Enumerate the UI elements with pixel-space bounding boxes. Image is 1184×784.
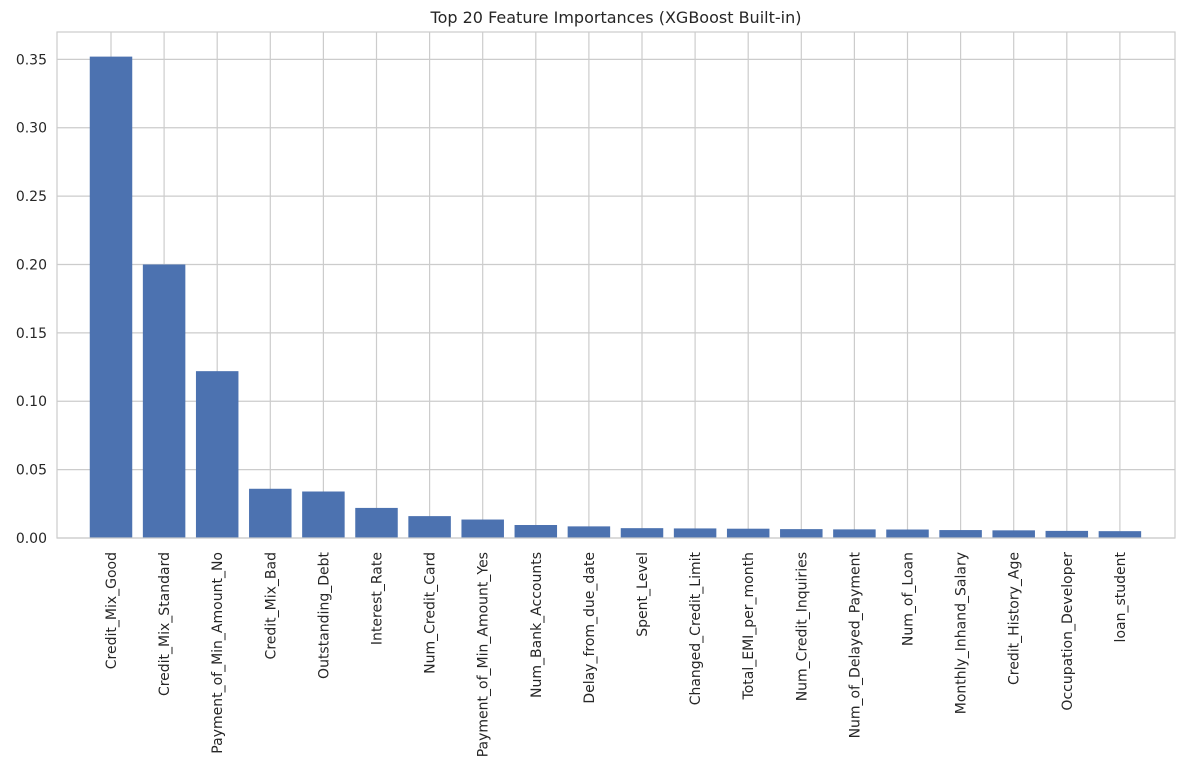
x-tick-label: Num_Bank_Accounts [529, 552, 545, 698]
x-tick-label: Credit_History_Age [1007, 552, 1023, 685]
x-tick-label: Changed_Credit_Limit [688, 551, 704, 705]
bar-credit-mix-bad [249, 488, 292, 538]
x-tick-label: Credit_Mix_Standard [157, 552, 173, 696]
bar-loan-student [1098, 531, 1142, 538]
grid-layer [57, 32, 1175, 539]
x-tick-label: Spent_Level [635, 552, 651, 637]
bar-monthly-inhand-salary [939, 530, 982, 538]
y-tick-label: 0.25 [16, 189, 47, 205]
bar-spent-level [620, 528, 664, 538]
x-tick-label: Num_of_Delayed_Payment [847, 551, 863, 738]
x-tick-label: Monthly_Inhand_Salary [954, 552, 970, 714]
bar-num-credit-inquiries [780, 529, 823, 538]
x-tick-label: Occupation_Developer [1060, 552, 1076, 711]
bar-payment-of-min-amount-yes [461, 519, 504, 538]
y-axis-ticks: 0.00 0.05 0.10 0.15 0.20 0.25 0.30 0.35 [16, 52, 47, 547]
x-tick-label: Interest_Rate [370, 552, 386, 645]
bar-occupation-developer [1045, 530, 1089, 538]
bar-num-of-loan [886, 529, 929, 538]
x-tick-label: Num_of_Loan [901, 552, 917, 646]
x-tick-label: Credit_Mix_Good [104, 552, 120, 669]
bar-credit-history-age [992, 530, 1035, 538]
bar-num-bank-accounts [514, 525, 558, 538]
bar-num-credit-card [408, 516, 451, 538]
x-tick-label: Num_Credit_Card [423, 552, 439, 674]
x-tick-label: Delay_from_due_date [582, 552, 598, 704]
bar-payment-of-min-amount-no [195, 371, 239, 538]
bar-interest-rate [355, 507, 398, 538]
y-tick-label: 0.20 [16, 257, 47, 273]
y-tick-label: 0.15 [16, 326, 47, 342]
y-tick-label: 0.35 [16, 52, 47, 68]
x-tick-label: Total_EMI_per_month [741, 552, 757, 700]
chart-title: Top 20 Feature Importances (XGBoost Buil… [430, 8, 802, 27]
y-tick-label: 0.00 [16, 531, 47, 547]
bar-outstanding-debt [302, 491, 345, 538]
bar-total-emi-per-month [726, 528, 770, 538]
y-tick-label: 0.10 [16, 394, 47, 410]
bars-layer [89, 56, 1142, 539]
x-tick-label: Outstanding_Debt [316, 552, 332, 679]
bar-num-of-delayed-payment [833, 529, 876, 538]
x-axis-ticks: Credit_Mix_Good Credit_Mix_Standard Paymen… [104, 551, 1129, 757]
bar-credit-mix-good [89, 56, 133, 539]
x-tick-label: loan_student [1113, 552, 1129, 643]
x-tick-label: Payment_of_Min_Amount_Yes [476, 552, 492, 757]
bar-changed-credit-limit [673, 528, 717, 538]
plot-frame [56, 31, 1176, 539]
y-tick-label: 0.05 [16, 463, 47, 479]
bar-credit-mix-standard [142, 264, 186, 538]
x-tick-label: Num_Credit_Inquiries [794, 552, 810, 701]
x-tick-label: Credit_Mix_Bad [263, 552, 279, 659]
x-tick-label: Payment_of_Min_Amount_No [210, 552, 226, 754]
y-tick-label: 0.30 [16, 121, 47, 137]
bar-delay-from-due-date [567, 526, 611, 538]
